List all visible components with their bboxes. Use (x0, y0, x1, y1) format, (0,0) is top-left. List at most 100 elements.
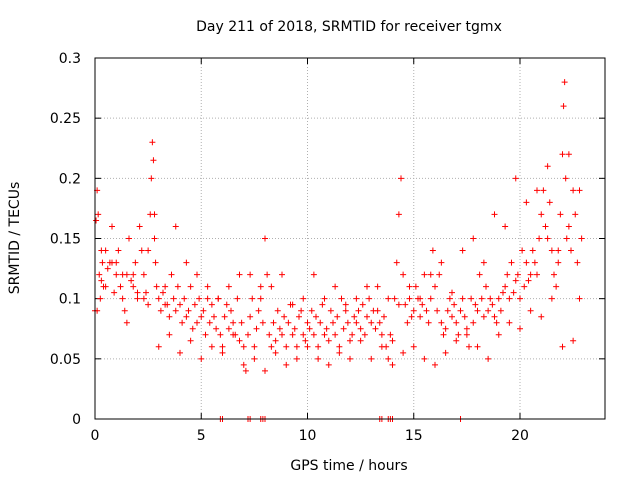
data-point (353, 319, 360, 326)
data-point (512, 277, 519, 284)
data-point (368, 319, 375, 326)
y-tick-label: 0 (72, 412, 81, 428)
data-point (449, 289, 455, 296)
data-point (266, 331, 273, 338)
data-point (155, 343, 162, 350)
data-point (378, 343, 385, 350)
data-point (470, 319, 477, 326)
data-point (548, 247, 555, 254)
data-point (553, 283, 560, 290)
data-point (427, 295, 434, 302)
data-point (293, 343, 300, 350)
data-point (323, 325, 330, 332)
data-point (376, 319, 383, 326)
data-point (313, 313, 319, 320)
data-point (134, 295, 141, 302)
data-point (440, 331, 447, 338)
data-point (230, 319, 237, 326)
data-point (538, 313, 545, 320)
data-point (417, 295, 424, 302)
data-point (130, 271, 137, 278)
data-point (502, 223, 509, 230)
data-point (434, 307, 441, 314)
data-point (555, 247, 562, 254)
data-point (491, 211, 498, 218)
data-point (274, 307, 281, 314)
data-point (480, 313, 487, 320)
data-point (153, 283, 160, 290)
data-point (353, 295, 360, 302)
data-point (325, 337, 332, 344)
data-point (119, 295, 126, 302)
data-point (463, 325, 470, 332)
data-point (194, 319, 200, 326)
data-point (453, 337, 460, 344)
data-point (463, 331, 470, 338)
data-point (432, 283, 438, 290)
data-point (189, 325, 196, 332)
data-point (531, 259, 538, 266)
data-point (240, 343, 247, 350)
data-point (160, 289, 166, 296)
data-point (527, 271, 534, 278)
data-point (436, 271, 443, 278)
data-point (459, 247, 466, 254)
data-point (281, 313, 288, 320)
data-point (247, 313, 254, 320)
data-point (521, 283, 528, 290)
data-point (152, 259, 159, 266)
data-point (145, 247, 152, 254)
data-point (459, 295, 466, 302)
data-point (151, 211, 158, 218)
data-point (98, 277, 105, 284)
data-point (279, 271, 285, 278)
data-point (304, 343, 311, 350)
y-tick-label: 0.3 (59, 51, 81, 67)
data-point (119, 271, 126, 278)
data-point (268, 283, 275, 290)
data-point (117, 283, 124, 290)
data-point (361, 331, 368, 338)
data-point (194, 271, 200, 278)
y-tick-label: 0.05 (50, 352, 81, 368)
data-point (508, 259, 515, 266)
data-point (534, 271, 540, 278)
data-point (470, 235, 477, 242)
x-tick-label: 15 (405, 428, 423, 444)
data-point (249, 295, 256, 302)
data-point (565, 223, 572, 230)
data-point (257, 283, 264, 290)
data-point (172, 223, 179, 230)
data-point (202, 331, 209, 338)
data-point (578, 235, 585, 242)
data-point (562, 175, 569, 182)
data-point (385, 295, 392, 302)
data-point (325, 361, 332, 368)
data-point (104, 265, 111, 272)
data-point (332, 331, 339, 338)
x-tick-label: 10 (299, 428, 317, 444)
data-point (466, 343, 472, 350)
data-point (136, 223, 143, 230)
data-point (563, 235, 570, 242)
data-point (336, 343, 343, 350)
data-point (334, 313, 341, 320)
data-point (308, 307, 315, 314)
data-point (221, 313, 228, 320)
data-point (546, 199, 553, 206)
data-point (332, 283, 339, 290)
data-point (157, 307, 164, 314)
data-point (113, 271, 120, 278)
data-point (238, 319, 245, 326)
data-point (96, 271, 103, 278)
data-point (121, 307, 128, 314)
data-point (529, 247, 536, 254)
data-point (291, 325, 298, 332)
data-point (259, 319, 266, 326)
data-point (342, 301, 349, 308)
data-point (347, 337, 353, 344)
data-point (523, 199, 530, 206)
data-point (93, 217, 100, 224)
data-point (208, 343, 215, 350)
data-point (115, 247, 122, 254)
